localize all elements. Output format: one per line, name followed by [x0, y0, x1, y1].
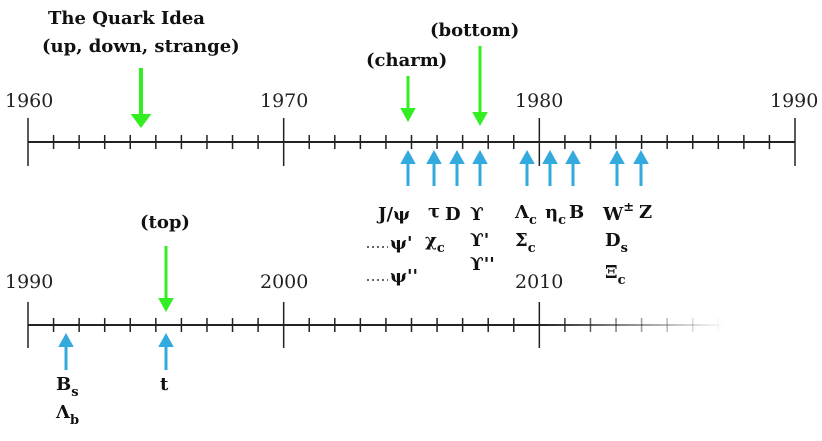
arrow-head: [609, 150, 625, 164]
arrow-head: [519, 150, 535, 164]
subscript: s: [621, 241, 628, 256]
axes: [27, 118, 796, 348]
arrow-head: [449, 150, 465, 164]
subscript: b: [70, 413, 79, 428]
particle: ϒ': [470, 230, 489, 251]
quark-label: (charm): [366, 50, 447, 71]
arrow-head: [542, 150, 558, 164]
symbol: Ξ: [605, 262, 618, 283]
particle: Bs: [56, 374, 79, 400]
arrow-head: [472, 150, 488, 164]
arrow-head: [565, 150, 581, 164]
arrow-head: [472, 112, 488, 126]
symbol: Λ: [55, 402, 71, 423]
year-label: 1980: [515, 90, 563, 112]
arrow-head: [633, 150, 649, 164]
particle: ψ'': [390, 266, 418, 287]
arrow-head: [158, 333, 174, 347]
arrow-head: [158, 298, 174, 312]
particle: Ds: [605, 230, 628, 256]
particle: Λb: [55, 402, 79, 428]
particle: D: [445, 204, 461, 225]
arrow-head: [58, 333, 74, 347]
year-label: 2010: [515, 271, 563, 293]
particle: χc: [425, 230, 445, 256]
year-label: 1990: [770, 90, 818, 112]
symbol: Λ: [514, 202, 530, 223]
symbol: W: [602, 204, 624, 225]
arrow-head: [400, 108, 416, 122]
particle: τ: [428, 201, 440, 222]
title: The Quark Idea: [48, 8, 205, 29]
symbol: η: [545, 202, 558, 223]
particle: ηc: [545, 202, 566, 228]
year-label: 1960: [5, 90, 53, 112]
subscript: c: [558, 213, 566, 228]
symbol: B: [56, 374, 71, 395]
quark-label: (top): [140, 212, 190, 233]
subscript: s: [71, 385, 78, 400]
arrows: [58, 46, 649, 370]
particle: t: [160, 374, 169, 395]
arrow-head: [130, 114, 152, 128]
year-label: 1990: [5, 271, 53, 293]
year-label: 2000: [260, 271, 308, 293]
symbol: D: [605, 230, 621, 251]
quark-label: (bottom): [430, 20, 519, 41]
subtitle: (up, down, strange): [42, 36, 240, 57]
subscript: c: [528, 241, 536, 256]
particle: W±: [602, 200, 634, 225]
arrow-head: [426, 150, 442, 164]
particle: B: [569, 202, 584, 223]
symbol: χ: [425, 230, 437, 251]
particle: Λc: [514, 202, 537, 228]
particle: Ξc: [605, 262, 626, 288]
arrow-head: [400, 150, 416, 164]
subscript: c: [618, 273, 626, 288]
particle: ϒ: [470, 204, 484, 225]
particle: Σc: [515, 230, 536, 256]
superscript: ±: [623, 200, 634, 215]
symbol: Σ: [515, 230, 528, 251]
year-label: 1970: [260, 90, 308, 112]
particle: J/ψ: [376, 204, 410, 225]
subscript: c: [437, 241, 445, 256]
particle: ϒ'': [470, 254, 495, 275]
particle: Z: [639, 202, 652, 223]
subscript: c: [529, 213, 537, 228]
particle: ψ': [390, 233, 412, 254]
